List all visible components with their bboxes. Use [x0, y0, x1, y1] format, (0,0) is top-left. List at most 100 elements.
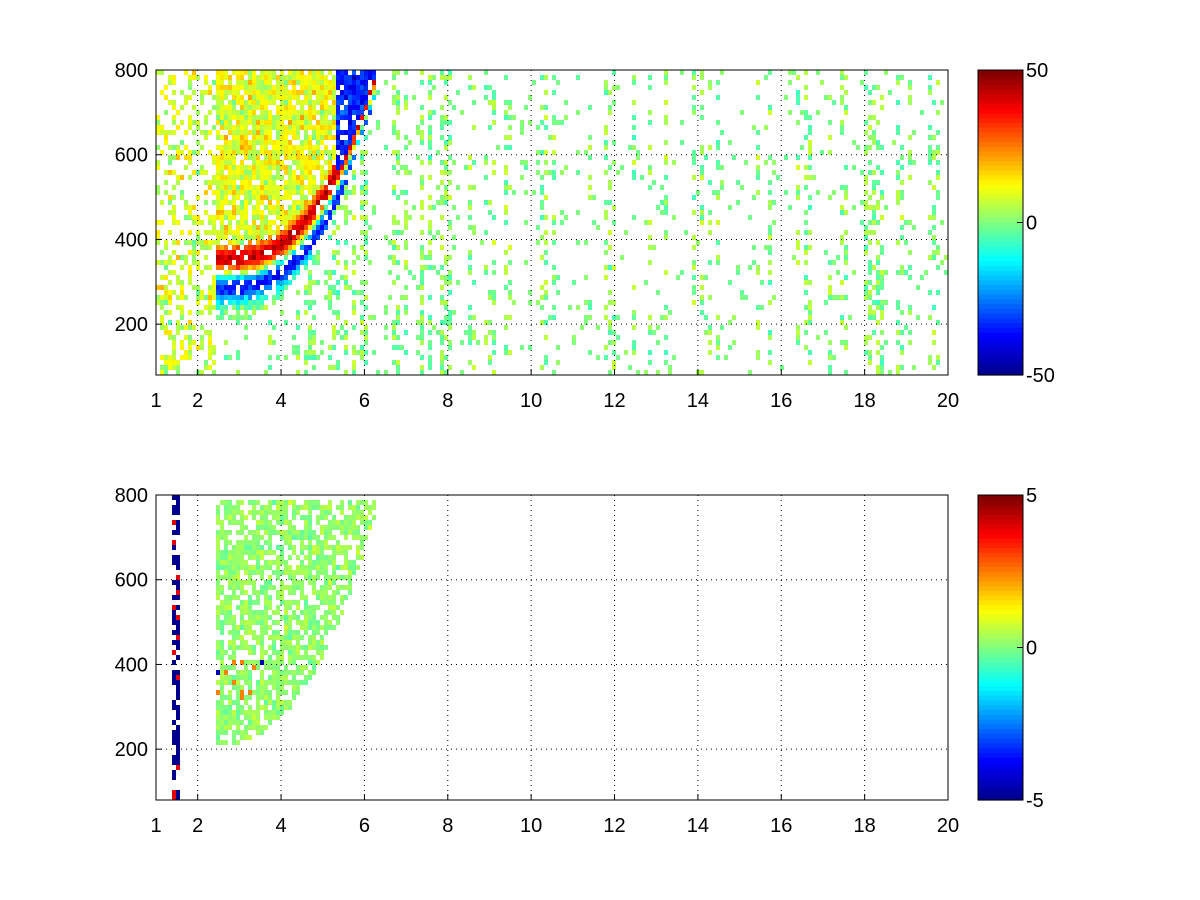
heatmap-cell — [224, 665, 228, 670]
heatmap-cell — [544, 335, 548, 340]
heatmap-cell — [296, 130, 300, 135]
heatmap-cell — [940, 260, 944, 265]
heatmap-cell — [308, 235, 312, 240]
heatmap-cell — [328, 155, 332, 160]
heatmap-cell — [224, 310, 228, 315]
heatmap-cell — [320, 125, 324, 130]
heatmap-cell — [288, 525, 292, 530]
heatmap-cell — [224, 305, 228, 310]
heatmap-cell — [156, 220, 160, 225]
heatmap-cell — [336, 575, 340, 580]
heatmap-cell — [332, 200, 336, 205]
heatmap-cell — [260, 670, 264, 675]
heatmap-cell — [156, 285, 160, 290]
heatmap-cell — [808, 125, 812, 130]
heatmap-cell — [208, 180, 212, 185]
heatmap-cell — [216, 640, 220, 645]
heatmap-cell — [608, 200, 612, 205]
heatmap-cell — [268, 185, 272, 190]
heatmap-cell — [368, 525, 372, 530]
heatmap-cell — [632, 135, 636, 140]
heatmap-cell — [216, 705, 220, 710]
heatmap-cell — [704, 155, 708, 160]
heatmap-cell — [248, 235, 252, 240]
heatmap-cell — [224, 200, 228, 205]
heatmap-cell — [280, 150, 284, 155]
heatmap-cell — [172, 215, 176, 220]
heatmap-cell — [664, 100, 668, 105]
heatmap-cell — [184, 205, 188, 210]
heatmap-cell — [804, 175, 808, 180]
heatmap-cell — [272, 570, 276, 575]
colorbar-step — [978, 714, 1023, 720]
heatmap-cell — [248, 120, 252, 125]
heatmap-cell — [428, 140, 432, 145]
heatmap-cell — [336, 365, 340, 370]
heatmap-cell — [188, 325, 192, 330]
heatmap-cell — [320, 515, 324, 520]
heatmap-cell — [320, 170, 324, 175]
heatmap-cell — [176, 690, 180, 695]
heatmap-cell — [224, 125, 228, 130]
heatmap-cell — [324, 210, 328, 215]
heatmap-cell — [304, 255, 308, 260]
heatmap-cell — [348, 150, 352, 155]
heatmap-cell — [172, 220, 176, 225]
heatmap-cell — [240, 600, 244, 605]
heatmap-cell — [252, 220, 256, 225]
heatmap-cell — [328, 510, 332, 515]
heatmap-cell — [864, 120, 868, 125]
heatmap-cell — [304, 355, 308, 360]
heatmap-cell — [204, 210, 208, 215]
heatmap-cell — [396, 105, 400, 110]
heatmap-cell — [220, 165, 224, 170]
heatmap-cell — [692, 300, 696, 305]
heatmap-cell — [232, 625, 236, 630]
heatmap-cell — [408, 270, 412, 275]
heatmap-cell — [276, 355, 280, 360]
heatmap-cell — [752, 260, 756, 265]
heatmap-cell — [888, 90, 892, 95]
heatmap-cell — [288, 260, 292, 265]
heatmap-cell — [208, 290, 212, 295]
heatmap-cell — [268, 225, 272, 230]
heatmap-cell — [428, 205, 432, 210]
heatmap-cell — [308, 170, 312, 175]
heatmap-cell — [352, 360, 356, 365]
heatmap-cell — [232, 675, 236, 680]
heatmap-cell — [584, 300, 588, 305]
heatmap-cell — [220, 605, 224, 610]
heatmap-cell — [228, 505, 232, 510]
heatmap-cell — [716, 140, 720, 145]
heatmap-cell — [220, 670, 224, 675]
heatmap-cell — [208, 350, 212, 355]
heatmap-cell — [312, 660, 316, 665]
heatmap-cell — [216, 615, 220, 620]
heatmap-cell — [560, 220, 564, 225]
heatmap-cell — [268, 165, 272, 170]
heatmap-cell — [172, 705, 176, 710]
heatmap-cell — [296, 225, 300, 230]
heatmap-cell — [308, 280, 312, 285]
heatmap-cell — [160, 200, 164, 205]
heatmap-cell — [328, 525, 332, 530]
heatmap-cell — [444, 75, 448, 80]
heatmap-cell — [868, 170, 872, 175]
heatmap-cell — [872, 310, 876, 315]
heatmap-cell — [348, 145, 352, 150]
heatmap-cell — [872, 265, 876, 270]
heatmap-cell — [228, 115, 232, 120]
heatmap-cell — [304, 285, 308, 290]
heatmap-cell — [252, 225, 256, 230]
heatmap-cell — [608, 300, 612, 305]
heatmap-cell — [256, 300, 260, 305]
heatmap-cell — [588, 155, 592, 160]
heatmap-cell — [560, 210, 564, 215]
heatmap-cell — [276, 110, 280, 115]
heatmap-cell — [212, 200, 216, 205]
heatmap-cell — [912, 160, 916, 165]
heatmap-cell — [872, 115, 876, 120]
heatmap-cell — [264, 560, 268, 565]
heatmap-cell — [300, 155, 304, 160]
heatmap-cell — [364, 235, 368, 240]
